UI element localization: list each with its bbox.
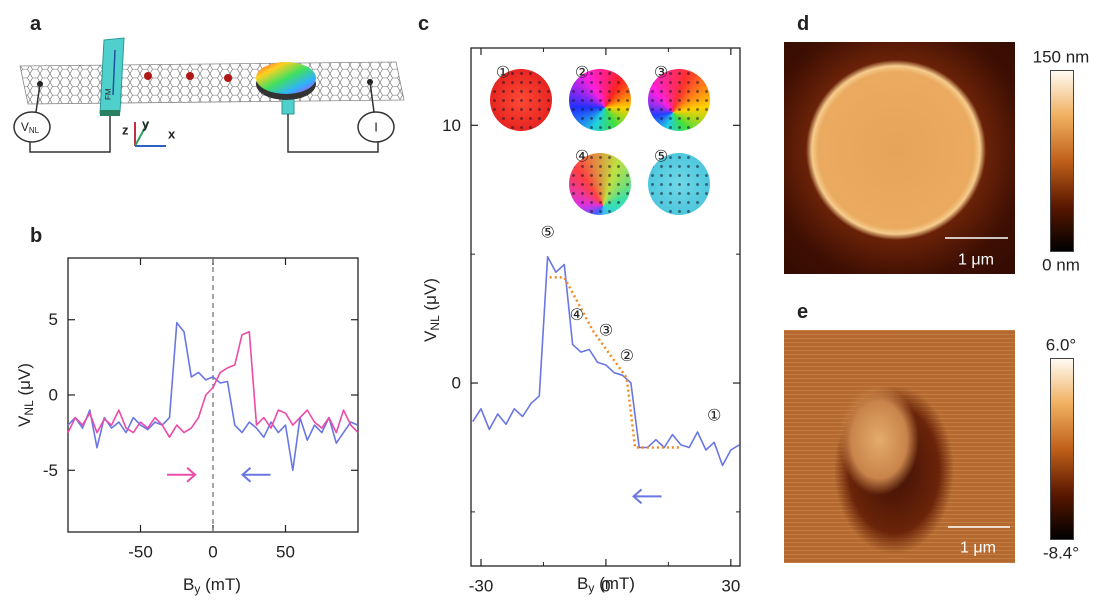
data-line xyxy=(67,321,359,472)
voltmeter-label: VNL xyxy=(21,120,40,135)
panel-label: e xyxy=(797,301,808,323)
inset-label: ④ xyxy=(575,147,589,166)
texture-dots xyxy=(569,153,631,215)
panel-label: a xyxy=(30,13,42,35)
graphene-strip xyxy=(19,61,405,105)
axis-label: x xyxy=(168,127,176,142)
label-sub: y xyxy=(194,582,200,596)
colorbar xyxy=(1050,70,1074,252)
fit-line xyxy=(549,276,681,449)
scale-bar-label: 1 μm xyxy=(958,252,994,269)
panel-label: c xyxy=(418,13,429,35)
sweep-arrow-head xyxy=(240,467,252,483)
voltmeter xyxy=(13,111,51,143)
axis-label: VNL (μV) xyxy=(421,278,443,342)
inset-label: ② xyxy=(575,63,589,82)
y-tick-label: 10 xyxy=(442,116,461,135)
x-tick-label: 30 xyxy=(721,577,740,596)
afm-height-image xyxy=(784,42,1015,274)
inset-label: ③ xyxy=(654,63,668,82)
annotation: ④ xyxy=(570,305,584,324)
plot-frame xyxy=(470,47,741,567)
x-tick-label: -30 xyxy=(469,577,494,596)
label-main: B xyxy=(183,575,194,594)
spin xyxy=(224,74,232,82)
label-main: V xyxy=(21,120,29,134)
texture-dots xyxy=(490,69,552,131)
sweep-arrow-head xyxy=(632,488,643,505)
axis-label: By (mT) xyxy=(183,575,241,597)
x-tick-label: -50 xyxy=(128,543,153,562)
annotation: ⑤ xyxy=(540,222,554,241)
wire xyxy=(35,83,41,113)
texture-dots xyxy=(648,153,710,215)
label-sub: NL xyxy=(428,315,442,331)
label-rest: (mT) xyxy=(594,574,635,593)
panel-label: d xyxy=(797,13,809,35)
colorbar xyxy=(1050,358,1074,540)
label-sub: NL xyxy=(22,400,36,416)
colorbar-label: 150 nm xyxy=(1033,48,1090,67)
colorbar-label: -8.4° xyxy=(1043,544,1079,563)
x-tick-label: 50 xyxy=(276,543,295,562)
y-tick-label: 0 xyxy=(452,374,461,393)
axis-label: y xyxy=(142,117,150,132)
spin-texture xyxy=(648,153,710,215)
skyrmion-disc xyxy=(256,62,316,94)
x-tick-label: 0 xyxy=(208,543,217,562)
y-tick-label: -5 xyxy=(43,461,58,480)
wire xyxy=(287,114,379,153)
panel-label: b xyxy=(30,225,42,247)
device-schematic: VNL I FM z y x xyxy=(13,37,405,153)
label-sub: y xyxy=(588,581,594,595)
x-tick-label: 0 xyxy=(601,577,610,596)
label-main: V xyxy=(421,330,440,342)
wire xyxy=(29,116,111,153)
spin-arrow xyxy=(112,49,116,96)
fm-electrode xyxy=(99,37,125,115)
label-rest: (μV) xyxy=(15,363,34,400)
data-line xyxy=(67,331,359,438)
axis-y xyxy=(134,121,149,147)
spin-texture xyxy=(569,69,631,131)
colorbar-label: 6.0° xyxy=(1046,336,1076,355)
scale-bar-label: 1 μm xyxy=(960,540,996,557)
wire xyxy=(369,81,375,113)
spin xyxy=(144,72,152,80)
afm-phase-image xyxy=(784,330,1015,563)
y-tick-label: 0 xyxy=(49,386,58,405)
spin xyxy=(186,72,194,80)
spin-texture xyxy=(490,69,552,131)
axis-label: z xyxy=(122,123,129,138)
axis-label: VNL (μV) xyxy=(15,363,37,427)
annotation: ① xyxy=(707,405,721,424)
sweep-arrow-head xyxy=(186,467,197,483)
texture-dots xyxy=(569,69,631,131)
inset-label: ⑤ xyxy=(654,147,668,166)
texture-dots xyxy=(648,69,710,131)
inset-label: ① xyxy=(496,63,510,82)
spin-texture xyxy=(648,69,710,131)
annotation: ② xyxy=(620,346,634,365)
annotation: ③ xyxy=(599,320,613,339)
spin-texture xyxy=(569,153,631,215)
label-main: V xyxy=(15,415,34,427)
current-source xyxy=(357,111,395,143)
current-label: I xyxy=(374,120,378,135)
label-sub: NL xyxy=(29,126,40,135)
y-tick-label: 5 xyxy=(49,310,58,329)
fm-base xyxy=(100,110,120,116)
label-rest: (μV) xyxy=(421,278,440,315)
colorbar-label: 0 nm xyxy=(1042,256,1080,275)
data-line xyxy=(472,255,740,467)
fm-label: FM xyxy=(104,88,113,100)
axis-label: By (mT) xyxy=(577,574,635,596)
label-main: B xyxy=(577,574,588,593)
label-rest: (mT) xyxy=(200,575,241,594)
